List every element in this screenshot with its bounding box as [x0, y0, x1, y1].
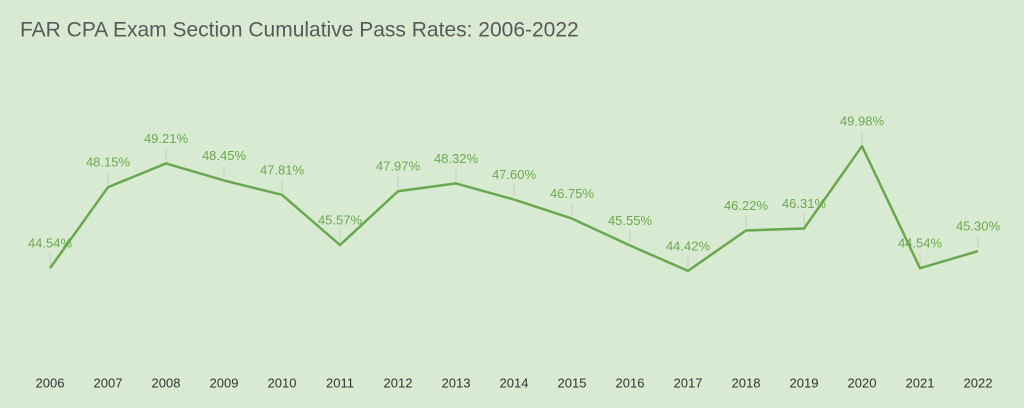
data-label: 44.54% — [28, 236, 73, 251]
data-label: 45.57% — [318, 213, 363, 228]
data-label: 46.31% — [782, 196, 827, 211]
x-tick-label: 2019 — [790, 375, 819, 390]
data-label: 45.55% — [608, 213, 653, 228]
x-tick-label: 2021 — [906, 375, 935, 390]
x-tick-label: 2012 — [384, 375, 413, 390]
x-tick-label: 2022 — [964, 375, 993, 390]
x-tick-label: 2016 — [616, 375, 645, 390]
data-label: 49.21% — [144, 131, 189, 146]
x-tick-label: 2020 — [848, 375, 877, 390]
data-label: 44.42% — [666, 238, 711, 253]
data-label: 44.54% — [898, 236, 943, 251]
x-tick-label: 2014 — [500, 375, 529, 390]
x-tick-label: 2013 — [442, 375, 471, 390]
x-tick-label: 2009 — [210, 375, 239, 390]
series-line — [48, 144, 979, 273]
x-tick-label: 2011 — [326, 375, 354, 390]
data-label: 48.45% — [202, 148, 247, 163]
data-label: 49.98% — [840, 114, 885, 129]
x-tick-label: 2010 — [268, 375, 297, 390]
data-label: 47.81% — [260, 162, 305, 177]
data-label: 46.22% — [724, 198, 769, 213]
x-tick-label: 2006 — [36, 375, 65, 390]
data-label: 48.32% — [434, 151, 479, 166]
data-label: 48.15% — [86, 155, 131, 170]
data-label: 46.75% — [550, 186, 595, 201]
data-label: 47.97% — [376, 159, 421, 174]
x-tick-label: 2017 — [674, 375, 703, 390]
x-tick-label: 2008 — [152, 375, 181, 390]
x-tick-label: 2007 — [94, 375, 123, 390]
data-label: 47.60% — [492, 167, 537, 182]
x-tick-label: 2018 — [732, 375, 761, 390]
chart-title: FAR CPA Exam Section Cumulative Pass Rat… — [20, 19, 579, 42]
data-label: 45.30% — [956, 219, 1001, 234]
x-tick-label: 2015 — [558, 375, 587, 390]
